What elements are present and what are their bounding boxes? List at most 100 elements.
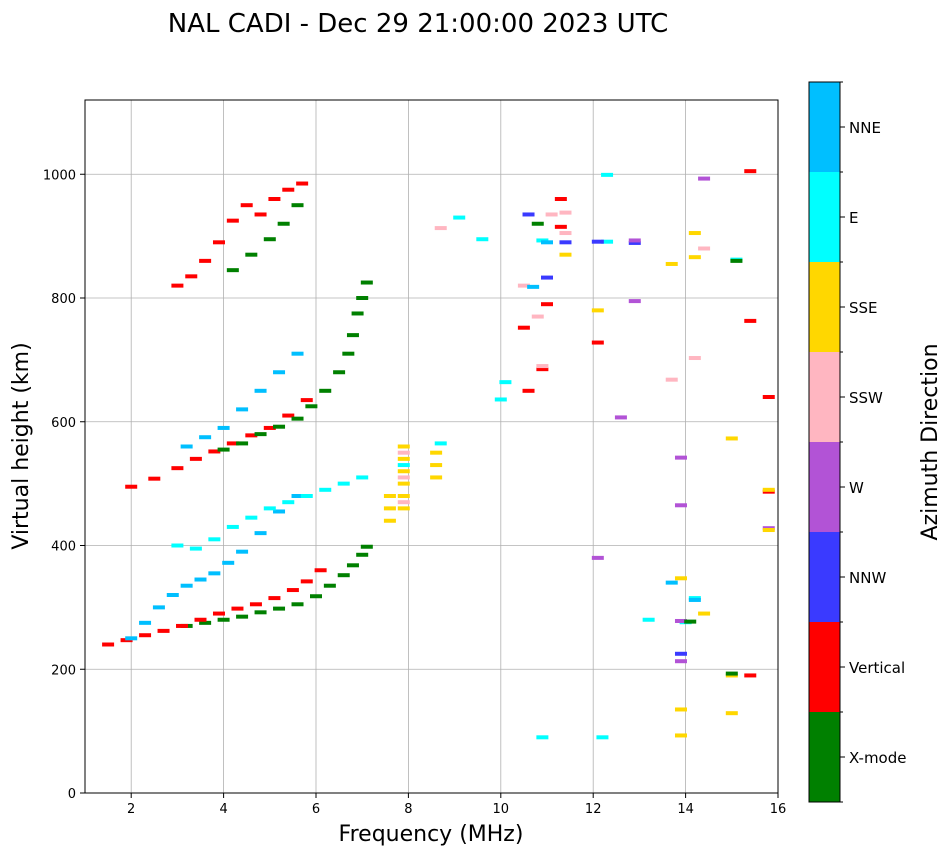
echo-point — [240, 203, 253, 208]
echo-point — [698, 176, 711, 181]
echo-point — [346, 563, 359, 568]
echo-point — [286, 588, 299, 593]
echo-point — [319, 388, 332, 393]
echo-point — [176, 623, 189, 628]
echo-point — [212, 611, 225, 616]
colorbar-category-label: W — [849, 479, 864, 497]
echo-point — [208, 537, 221, 542]
echo-point — [319, 487, 332, 492]
trace-x-mode — [217, 280, 373, 452]
colorbar-frame — [808, 81, 841, 803]
echo-point — [226, 268, 239, 273]
echo-point — [383, 518, 396, 523]
echo-point — [231, 606, 244, 611]
echo-point — [430, 463, 443, 468]
trace-vertical — [171, 181, 309, 288]
echo-point — [300, 579, 313, 584]
colorbar-category-label: Vertical — [849, 659, 905, 677]
echo-point — [351, 311, 364, 316]
echo-point — [665, 580, 678, 585]
echo-point — [236, 407, 249, 412]
echo-point — [333, 370, 346, 375]
echo-point — [263, 425, 276, 430]
colorbar-category-label: SSE — [849, 299, 878, 317]
echo-point — [688, 356, 701, 361]
trace-e — [397, 441, 447, 468]
echo-point — [559, 252, 572, 257]
echo-point — [536, 735, 549, 740]
echo-point — [698, 611, 711, 616]
echo-point — [674, 707, 687, 712]
plot-frame — [84, 99, 779, 794]
echo-point — [674, 651, 687, 656]
colorbar-category-label: NNE — [849, 119, 881, 137]
echo-point — [314, 568, 327, 573]
echo-point — [360, 280, 373, 285]
echo-point — [559, 231, 572, 236]
echo-point — [397, 506, 410, 511]
echo-point — [674, 503, 687, 508]
echo-point — [453, 215, 466, 220]
echo-point — [208, 449, 221, 454]
x-tick-label: 8 — [404, 802, 412, 817]
x-tick-label: 12 — [585, 802, 602, 817]
y-tick-label: 600 — [51, 416, 76, 431]
echo-point — [268, 596, 281, 601]
echo-point — [245, 515, 258, 520]
echo-point — [527, 284, 540, 289]
echo-point — [698, 246, 711, 251]
echo-point — [397, 469, 410, 474]
echo-point — [222, 560, 235, 565]
echo-point — [254, 610, 267, 615]
colorbar-category-label: SSW — [849, 389, 883, 407]
echo-point — [596, 735, 609, 740]
echo-point — [499, 380, 512, 385]
echo-point — [614, 415, 627, 420]
echo-point — [434, 226, 447, 231]
echo-point — [476, 237, 489, 242]
echo-point — [591, 340, 604, 345]
colorbar-swatch — [809, 712, 840, 802]
echo-point — [236, 614, 249, 619]
echo-point — [559, 210, 572, 215]
echo-point — [171, 466, 184, 471]
echo-point — [356, 296, 369, 300]
echo-point — [591, 555, 604, 560]
echo-point — [628, 299, 641, 304]
echo-point — [254, 432, 267, 437]
x-axis-ticks: 2 4 6 8 10 12 14 16 — [127, 793, 786, 817]
echo-point — [383, 494, 396, 498]
y-axis-ticks: 0 200 400 600 800 1000 — [43, 168, 85, 802]
echo-point — [601, 239, 614, 244]
echo-point — [305, 404, 318, 409]
echo-point — [249, 602, 262, 607]
echo-point — [397, 450, 410, 455]
echo-point — [273, 424, 286, 429]
echo-point — [226, 441, 239, 446]
echo-point — [245, 433, 258, 438]
echo-traces — [102, 169, 775, 740]
echo-point — [674, 576, 687, 581]
colorbar-category-label: E — [849, 209, 858, 227]
echo-point — [541, 302, 553, 307]
colorbar-category-label: X-mode — [849, 749, 906, 767]
y-tick-label: 1000 — [43, 168, 76, 183]
echo-point — [628, 240, 641, 245]
colorbar-swatch — [809, 352, 840, 442]
echo-point — [522, 388, 535, 393]
echo-point — [217, 617, 230, 622]
echo-point — [517, 283, 530, 288]
trace-sse — [559, 231, 775, 738]
echo-point — [628, 238, 641, 243]
y-tick-label: 400 — [51, 540, 76, 555]
colorbar-swatch — [809, 622, 840, 712]
echo-point — [554, 224, 567, 229]
echo-point — [199, 620, 212, 625]
x-tick-label: 4 — [219, 802, 227, 817]
echo-point — [545, 212, 558, 217]
trace-nne — [125, 494, 304, 641]
y-tick-label: 200 — [51, 663, 76, 678]
echo-point — [762, 487, 775, 492]
echo-point — [148, 476, 161, 481]
